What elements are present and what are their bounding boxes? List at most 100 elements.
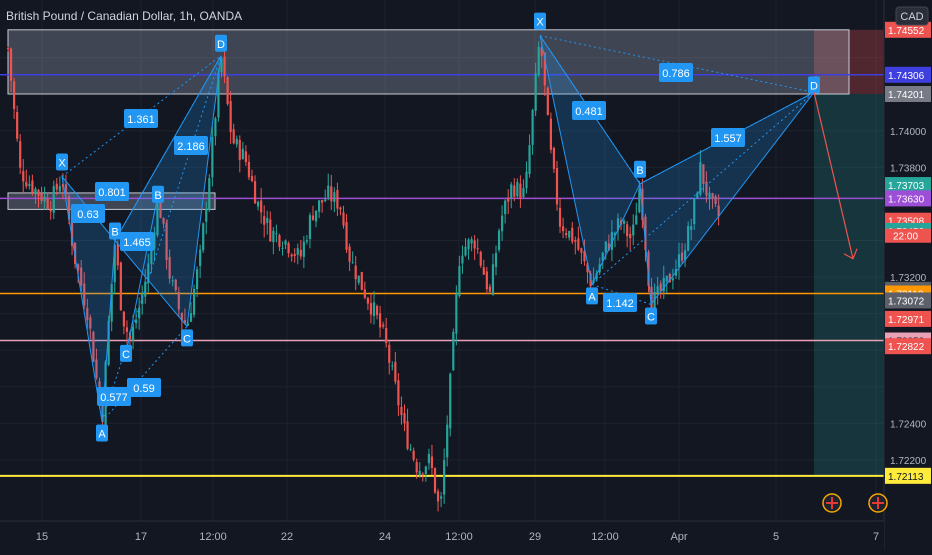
candle-body [687,226,690,251]
candle-body [351,262,354,264]
candle-body [680,252,684,261]
candle-body [638,189,641,213]
price-label: 1.72971 [888,315,925,326]
candle-body [46,198,49,209]
ratio-badge[interactable] [572,101,606,120]
candle-body [232,129,235,144]
candle-body [19,141,22,168]
candle-body [31,180,34,193]
pattern-point-badge[interactable] [56,153,68,171]
ratio-badge[interactable] [127,378,161,397]
pattern-point-badge[interactable] [96,424,108,442]
ratio-badge[interactable] [120,232,154,251]
candle-body [543,52,546,86]
candle-body [363,289,366,298]
pattern-point-badge[interactable] [152,185,164,203]
supply-demand-zone[interactable] [7,29,850,95]
candle-body [540,47,543,56]
candle-body [440,496,443,499]
candle-body [491,264,495,295]
candle-body [37,189,40,196]
candle-body [372,302,376,316]
harmonic-ratio-line [539,35,815,93]
candle-body [708,192,711,199]
candle-body [607,243,610,250]
candle-body [202,223,205,251]
ratio-badge[interactable] [603,293,637,312]
time-axis[interactable] [0,521,884,550]
candle-body [40,192,43,201]
ratio-badge[interactable] [711,128,745,147]
pattern-point-badge[interactable] [586,287,598,305]
projection-arrow-head [843,248,858,260]
candle-body [211,136,214,178]
pattern-point-badge[interactable] [181,329,193,347]
candle-body [568,231,571,238]
ratio-badge[interactable] [71,204,105,223]
candle-body [394,361,397,382]
price-label-badge [885,85,931,102]
currency-label: CAD [900,11,923,23]
currency-button[interactable] [895,6,929,26]
candle-body [366,297,369,304]
ratio-badge[interactable] [659,63,693,82]
pattern-point-badge[interactable] [534,12,546,30]
pattern-point-badge[interactable] [215,34,227,52]
x-tick-label: Apr [670,531,687,543]
candle-body [257,201,260,207]
countdown-label: 22:00 [893,232,918,243]
candle-body [476,248,479,250]
candle-body [604,241,607,253]
position-target-zone[interactable] [814,93,884,476]
candle-body [74,242,77,264]
ratio-badge[interactable] [174,136,208,155]
y-tick-label: 1.73200 [890,273,927,284]
price-label: 1.72822 [888,342,925,353]
pattern-point-badge[interactable] [808,76,820,94]
candle-body [555,168,559,205]
candle-body [650,286,653,314]
ratio-badge[interactable] [124,109,158,128]
pattern-point-badge[interactable] [634,160,646,178]
pattern-point-badge[interactable] [120,344,132,362]
candle-body [272,230,275,243]
pattern-point-badge[interactable] [645,307,657,325]
candle-body [314,210,318,222]
candle-body [253,181,257,204]
candle-body [168,257,171,279]
ratio-badge[interactable] [97,387,131,406]
candle-body [595,273,598,280]
candle-body [308,215,312,239]
candle-body [677,254,681,268]
candle-body [427,453,430,464]
y-tick-label: 1.72200 [890,456,927,467]
candle-body [208,178,211,211]
candle-body [458,265,461,297]
pattern-point-label: B [154,190,161,202]
candle-body [55,183,58,190]
candle-body [171,280,174,282]
ratio-label: 0.577 [100,392,128,404]
candle-body [534,73,537,111]
candle-body [583,251,586,262]
candle-body [443,460,446,495]
projection-arrow-line[interactable] [813,92,854,259]
candle-body [528,145,531,174]
pattern-point-badge[interactable] [109,222,121,240]
candle-body [345,222,348,250]
pattern-point-label: C [647,311,655,323]
candle-body [714,196,717,204]
ratio-label: 0.59 [133,383,154,395]
candle-body [653,292,656,317]
ratio-badge[interactable] [95,182,129,201]
ratio-label: 1.557 [714,133,742,145]
price-label-badge [885,177,931,194]
candle-body [482,267,485,275]
candle-body [61,184,64,187]
candle-body [409,448,412,450]
candle-body [665,275,668,282]
ratio-label: 0.801 [98,187,126,199]
candle-body [601,252,604,262]
